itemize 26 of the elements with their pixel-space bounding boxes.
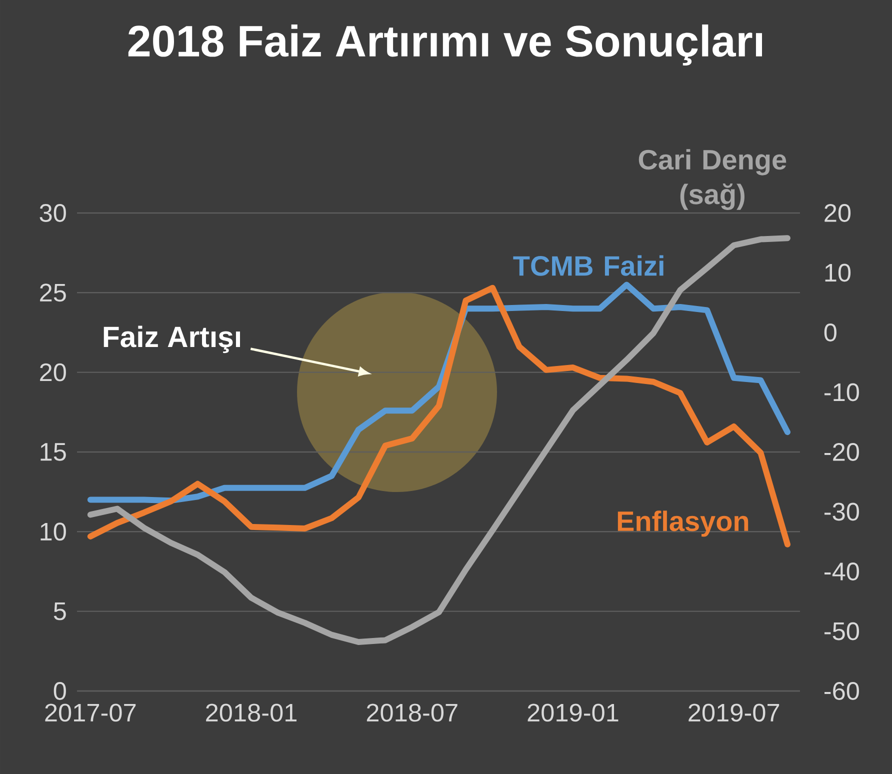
x-tick-label: 2019-07	[688, 704, 780, 722]
y-tick-label: 0	[54, 682, 66, 700]
x-tick-label: 2019-01	[528, 704, 618, 722]
y2-tick-label: -30	[824, 502, 859, 521]
y2-tick-label: 10	[825, 264, 851, 282]
x-tick-label: 2018-01	[206, 704, 296, 722]
y2-tick-label: -10	[824, 383, 859, 402]
y-tick-label: 25	[40, 284, 66, 302]
series-label: Enflasyon	[618, 510, 748, 537]
y2-tick-label: 0	[824, 324, 836, 342]
x-tick-label: 2017-07	[45, 704, 136, 722]
y2-tick-label: -60	[824, 682, 859, 700]
y-tick-label: 20	[40, 363, 66, 382]
y-tick-label: 5	[54, 602, 66, 620]
y2-tick-label: -40	[824, 562, 859, 580]
y2-tick-label: 20	[824, 204, 851, 222]
annotation: Faiz Artışı	[104, 326, 240, 354]
y-tick-label: 10	[40, 522, 66, 541]
y-tick-label: 30	[40, 204, 66, 222]
y2-tick-label: -20	[824, 443, 859, 461]
chart-title: 2018 Faiz Artırımı ve Sonuçları	[128, 24, 762, 66]
x-tick-label: 2018-07	[366, 704, 458, 722]
y-tick-label: 15	[40, 443, 66, 461]
series-label: TCMB Faizi	[513, 255, 664, 276]
series-label: Cari Denge (sağ)	[638, 149, 786, 210]
y2-tick-label: -50	[824, 622, 859, 640]
